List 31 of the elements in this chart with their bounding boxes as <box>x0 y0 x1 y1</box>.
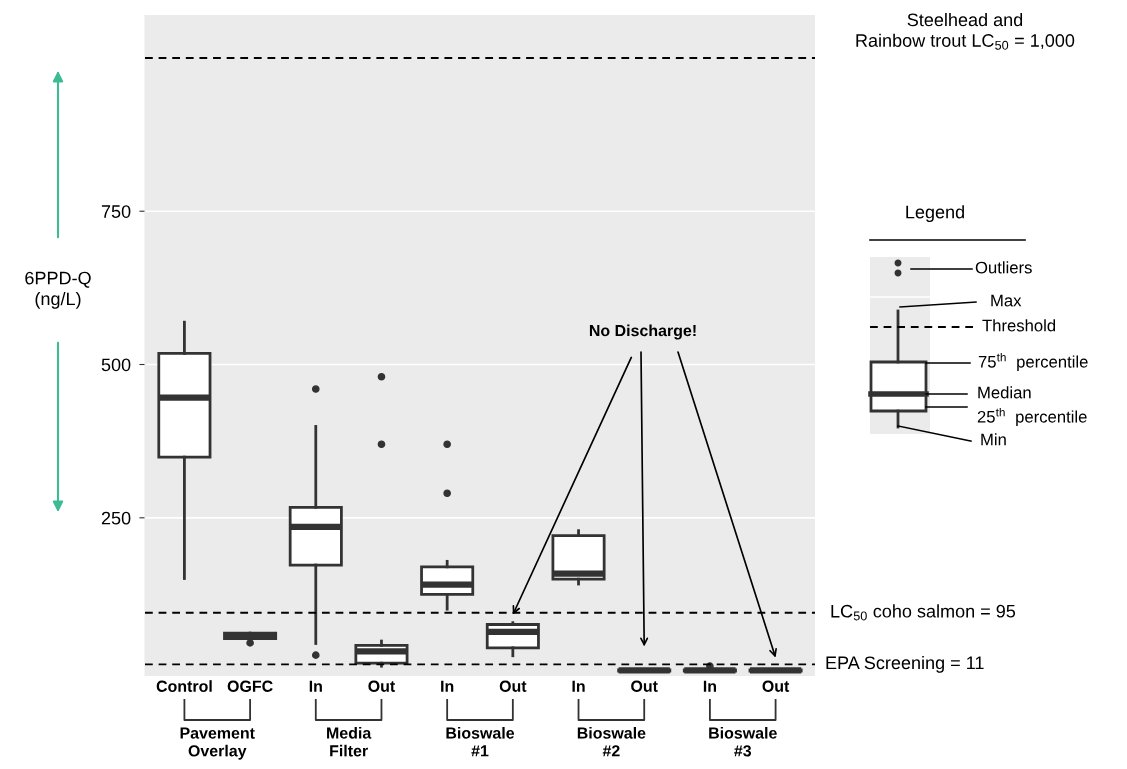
x-tick-label: In <box>572 680 585 692</box>
x-tick-label: Out <box>762 680 790 692</box>
y-tick-label: 250 <box>101 511 131 525</box>
ref-line-label: LC$_{50}$ coho salmon = 95 <box>831 604 1016 621</box>
text: Legend <box>906 205 964 222</box>
text: Min <box>981 433 1006 446</box>
x-tick-label: Control <box>156 680 212 692</box>
text: Outliers <box>975 261 1032 274</box>
x-tick-label: OGFC <box>227 680 273 692</box>
text: 25$^{th}$ percentile <box>977 407 1087 426</box>
annotation: No Discharge! <box>589 324 696 340</box>
y-tick-label: 750 <box>101 205 131 218</box>
ref-line-label: Steelhead and Rainbow trout LC$_{50}$ = 1,000 <box>856 12 1075 50</box>
text: Bioswale #3 <box>709 727 777 757</box>
text: 75$^{th}$ percentile <box>978 352 1088 371</box>
text: Bioswale #2 <box>577 727 646 757</box>
text: Bioswale #1 <box>446 727 515 757</box>
text: Median <box>978 386 1031 399</box>
x-tick-label: In <box>441 680 454 692</box>
y-tick-label: 500 <box>101 358 131 372</box>
text: Media Filter <box>327 727 372 757</box>
text: Max <box>991 294 1022 307</box>
ref-line-label: EPA Screening = 11 <box>826 655 984 673</box>
text: Pavement Overlay <box>180 727 255 760</box>
text: Threshold <box>982 319 1056 332</box>
x-tick-label: In <box>703 680 717 692</box>
x-tick-label: Out <box>631 680 658 692</box>
y-axis-title: 6PPD-Q (ng/L) <box>25 271 91 309</box>
x-tick-label: In <box>309 680 322 692</box>
x-tick-label: Out <box>368 680 396 692</box>
x-tick-label: Out <box>499 680 527 692</box>
